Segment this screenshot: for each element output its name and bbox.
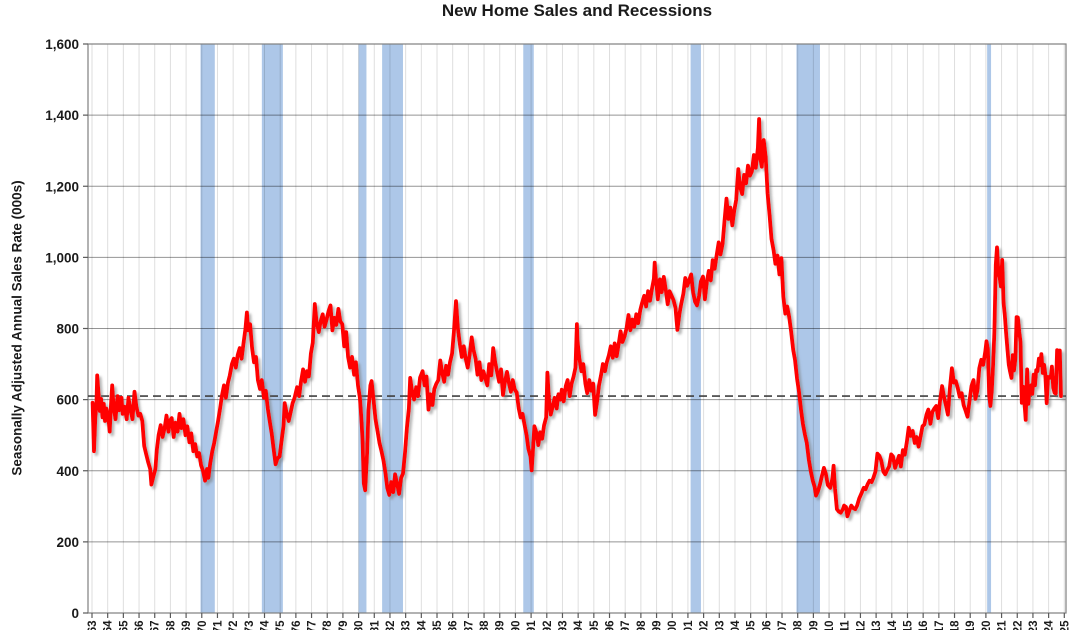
x-tick-label: Jan-12 <box>855 621 867 630</box>
recession-band <box>358 44 367 613</box>
recession-band <box>796 44 820 613</box>
x-tick-label: Jan-20 <box>981 620 993 630</box>
x-tick-label: Jan-83 <box>401 621 413 630</box>
x-tick-label: Jan-13 <box>871 621 883 630</box>
x-tick-label: Jan-87 <box>463 621 475 630</box>
y-tick-label: 1,400 <box>45 108 79 123</box>
x-tick-label: Jan-79 <box>338 621 350 630</box>
x-tick-label: Jan-08 <box>793 620 805 630</box>
x-tick-label: Jan-82 <box>385 621 397 630</box>
x-tick-label: Jan-81 <box>369 620 381 630</box>
y-tick-label: 1,000 <box>45 250 79 265</box>
x-tick-label: Jan-18 <box>950 620 962 630</box>
y-tick-label: 400 <box>56 464 79 479</box>
sales-line-series <box>90 117 1063 519</box>
x-tick-label: Jan-84 <box>416 620 428 630</box>
x-tick-label: Jan-25 <box>1059 620 1071 630</box>
x-tick-label: Jan-72 <box>228 621 240 630</box>
x-tick-label: Jan-07 <box>777 621 789 630</box>
x-tick-label: Jan-88 <box>479 620 491 630</box>
x-tick-label: Jan-73 <box>244 621 256 630</box>
y-tick-label: 1,200 <box>45 179 79 194</box>
y-tick-label: 600 <box>56 393 79 408</box>
y-tick-label: 0 <box>71 606 79 621</box>
x-tick-label: Jan-98 <box>636 620 648 630</box>
x-tick-label: Jan-91 <box>526 620 538 630</box>
x-tick-label: Jan-70 <box>197 621 209 630</box>
x-tick-label: Jan-14 <box>887 620 899 630</box>
recession-band <box>382 44 403 613</box>
x-tick-label: Jan-96 <box>605 621 617 630</box>
x-tick-label: Jan-85 <box>432 620 444 630</box>
x-tick-label: Jan-76 <box>291 621 303 630</box>
x-tick-label: Jan-69 <box>181 621 193 630</box>
x-tick-label: Jan-19 <box>965 621 977 630</box>
x-tick-label: Jan-78 <box>322 620 334 630</box>
x-tick-label: Jan-23 <box>1028 621 1040 630</box>
x-tick-label: Jan-89 <box>495 621 507 630</box>
x-tick-label: Jan-65 <box>118 620 130 630</box>
x-tick-label: Jan-92 <box>542 621 554 630</box>
x-tick-label: Jan-95 <box>589 620 601 630</box>
x-tick-label: Jan-93 <box>557 621 569 630</box>
chart-title: New Home Sales and Recessions <box>441 1 713 20</box>
x-tick-label: Jan-11 <box>840 620 852 630</box>
x-tick-label: Jan-67 <box>150 621 162 630</box>
x-tick-label: Jan-97 <box>620 621 632 630</box>
x-tick-label: Jan-03 <box>714 621 726 630</box>
x-tick-label: Jan-22 <box>1012 620 1024 630</box>
x-tick-label: Jan-99 <box>652 621 664 630</box>
x-tick-label: Jan-17 <box>934 621 946 630</box>
x-tick-label: Jan-77 <box>307 621 319 630</box>
x-tick-label: Jan-66 <box>134 621 146 630</box>
y-tick-label: 200 <box>56 535 79 550</box>
x-tick-label: Jan-21 <box>997 620 1009 630</box>
x-tick-label: Jan-04 <box>730 620 742 630</box>
recession-band <box>690 44 701 613</box>
x-tick-label: Jan-06 <box>761 621 773 630</box>
x-tick-label: Jan-71 <box>212 620 224 630</box>
x-tick-label: Jan-63 <box>87 621 99 630</box>
x-tick-label: Jan-16 <box>918 621 930 630</box>
x-tick-label: Jan-64 <box>103 620 115 630</box>
x-tick-label: Jan-00 <box>667 621 679 630</box>
x-tick-label: Jan-15 <box>902 620 914 630</box>
x-tick-label: Jan-05 <box>746 620 758 630</box>
x-tick-label: Jan-94 <box>573 620 585 630</box>
x-tick-label: Jan-02 <box>699 621 711 630</box>
recession-band <box>987 44 992 613</box>
x-tick-label: Jan-68 <box>165 620 177 630</box>
y-tick-label: 1,600 <box>45 37 79 52</box>
recession-band <box>523 44 534 613</box>
x-tick-label: Jan-09 <box>808 621 820 630</box>
x-tick-label: Jan-24 <box>1044 620 1056 630</box>
recession-band <box>261 44 283 613</box>
x-tick-label: Jan-74 <box>260 620 272 630</box>
x-tick-label: Jan-75 <box>275 620 287 630</box>
x-tick-label: Jan-10 <box>824 621 836 630</box>
x-tick-label: Jan-01 <box>683 620 695 630</box>
x-tick-label: Jan-80 <box>354 621 366 630</box>
x-tick-label: Jan-90 <box>510 621 522 630</box>
y-tick-label: 800 <box>56 322 79 337</box>
x-tick-label: Jan-86 <box>448 621 460 630</box>
